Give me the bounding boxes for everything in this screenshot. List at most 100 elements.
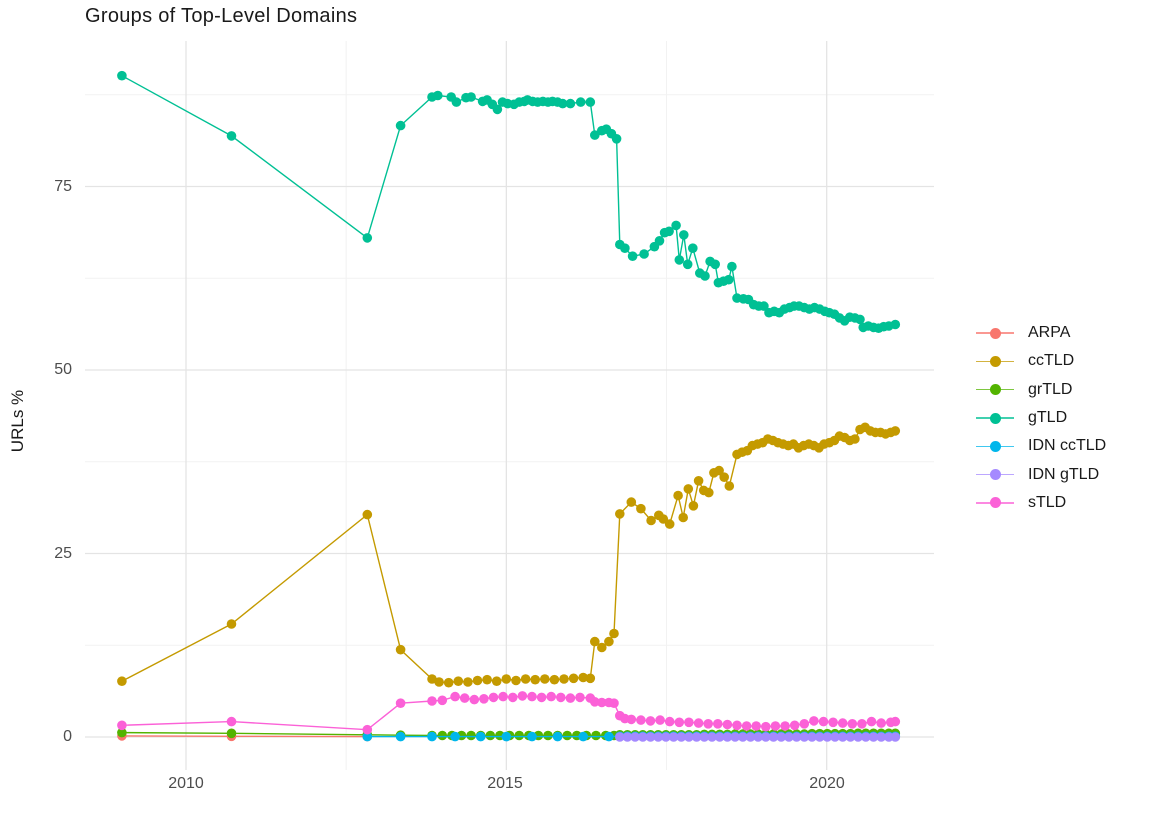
data-point-stld [847, 719, 858, 729]
legend-label: IDN ccTLD [1028, 437, 1107, 455]
legend-key-dot-line [976, 440, 1014, 453]
data-point-idn-gtld [853, 732, 863, 742]
legend-key-dot-line [976, 496, 1014, 509]
data-point-grtld [591, 730, 601, 741]
data-point-cctld [117, 676, 127, 686]
data-point-idn-gtld [861, 732, 871, 742]
data-point-idn-cctld [501, 731, 512, 742]
series-line-arpa [121, 735, 368, 738]
data-point-idn-gtld [691, 732, 702, 742]
data-point-stld [395, 698, 406, 708]
data-point-cctld [609, 628, 619, 639]
data-point-gtld [727, 261, 737, 272]
data-point-cctld [714, 465, 724, 476]
data-point-stld [703, 719, 713, 729]
data-point-stld [527, 691, 537, 702]
data-point-stld [674, 717, 685, 728]
legend-item-cctld: ccTLD [976, 347, 1106, 375]
data-point-stld [437, 695, 448, 706]
data-point-gtld [395, 120, 406, 131]
data-point-cctld [559, 674, 569, 684]
data-point-idn-gtld [630, 732, 640, 742]
data-point-grtld [514, 730, 524, 741]
data-point-idn-gtld [638, 732, 648, 742]
data-point-stld [536, 692, 547, 703]
data-point-cctld [590, 636, 600, 647]
data-point-stld [645, 716, 656, 726]
data-point-gtld [226, 131, 237, 141]
data-point-idn-gtld [615, 732, 625, 742]
data-point-idn-gtld [761, 732, 771, 742]
data-point-gtld [674, 255, 685, 265]
data-point-stld [575, 692, 585, 703]
data-point-gtld [565, 98, 576, 109]
data-point-idn-gtld [837, 732, 848, 742]
data-point-stld [866, 716, 877, 727]
data-point-idn-gtld [707, 732, 717, 742]
y-tick-label-25: 25 [54, 544, 72, 562]
data-point-stld [450, 691, 460, 702]
data-point-gtld [671, 220, 681, 231]
legend-label: ccTLD [1028, 352, 1075, 370]
data-point-cctld [530, 674, 540, 685]
data-point-idn-gtld [622, 732, 633, 742]
data-point-gtld [620, 243, 630, 253]
data-point-gtld [492, 104, 503, 115]
data-point-idn-gtld [730, 732, 740, 742]
data-point-idn-gtld [822, 732, 833, 742]
data-point-cctld [443, 677, 454, 688]
data-point-cctld [664, 519, 675, 529]
data-point-idn-gtld [714, 732, 725, 742]
data-point-cctld [604, 636, 614, 647]
data-point-stld [684, 717, 694, 728]
data-point-idn-gtld [676, 732, 687, 742]
data-point-stld [890, 716, 901, 727]
data-point-idn-gtld [845, 732, 856, 742]
data-point-idn-cctld [475, 731, 486, 742]
data-point-stld [876, 718, 886, 728]
data-point-idn-gtld [653, 732, 663, 742]
data-point-cctld [540, 674, 550, 684]
x-tick-label-2015: 2015 [487, 775, 523, 792]
data-point-cctld [615, 509, 625, 519]
legend-item-grtld: grTLD [976, 376, 1106, 404]
data-point-gtld [654, 236, 665, 246]
data-point-idn-gtld [830, 732, 840, 742]
legend-label: ARPA [1028, 324, 1071, 342]
data-point-stld [590, 697, 600, 707]
data-point-stld [732, 720, 742, 731]
data-point-stld [713, 719, 723, 729]
data-point-cctld [578, 672, 588, 683]
data-point-stld [799, 719, 810, 729]
legend-key-dot-line [976, 383, 1014, 396]
data-point-cctld [501, 674, 512, 684]
data-point-idn-gtld [645, 732, 656, 742]
series-line-cctld [121, 426, 896, 684]
data-point-idn-gtld [868, 732, 879, 742]
legend-label: gTLD [1028, 409, 1068, 427]
data-point-cctld [719, 472, 729, 483]
data-point-stld [556, 692, 566, 703]
data-point-cctld [693, 476, 704, 486]
data-point-gtld [682, 259, 693, 270]
data-point-cctld [688, 501, 699, 511]
data-point-stld [693, 718, 704, 728]
data-point-cctld [850, 434, 860, 444]
data-point-gtld [679, 230, 689, 240]
data-point-gtld [710, 259, 720, 270]
data-point-grtld [117, 727, 127, 738]
x-tick-label-2010: 2010 [168, 775, 204, 792]
data-point-stld [469, 694, 480, 705]
data-point-cctld [568, 673, 579, 684]
data-point-gtld [466, 92, 476, 102]
data-point-idn-cctld [362, 731, 373, 742]
data-point-stld [837, 718, 848, 728]
data-point-grtld [437, 730, 448, 741]
data-point-cctld [626, 497, 637, 507]
data-point-grtld [543, 730, 553, 741]
y-tick-label-0: 0 [63, 728, 72, 745]
data-point-cctld [453, 676, 464, 686]
data-point-cctld [472, 675, 483, 686]
legend-item-arpa: ARPA [976, 319, 1106, 347]
